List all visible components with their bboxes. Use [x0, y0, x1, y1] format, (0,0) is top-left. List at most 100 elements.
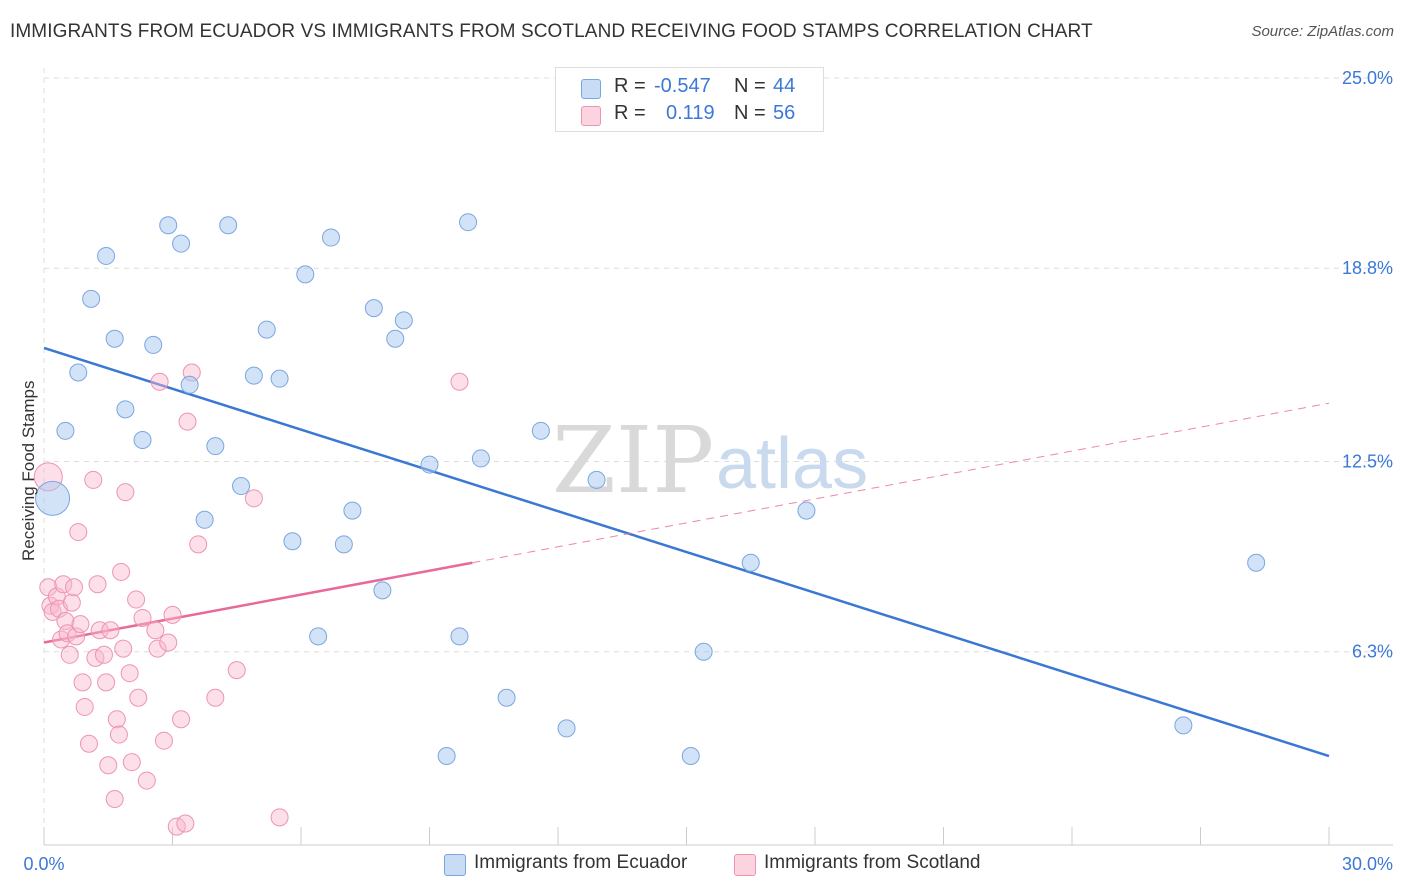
legend-r-value: -0.547	[654, 75, 711, 97]
bottom-legend-label-ecuador: Immigrants from Ecuador	[474, 852, 688, 873]
scotland-point	[90, 621, 109, 640]
legend-swatch-scotland	[581, 106, 601, 126]
ecuador-point	[394, 311, 413, 330]
bottom-legend-swatch-ecuador	[444, 854, 466, 876]
scotland-point	[71, 615, 90, 634]
scotland-point	[189, 535, 208, 554]
ecuador-point	[450, 627, 469, 646]
chart-source: Source: ZipAtlas.com	[1251, 23, 1394, 40]
trendline-scotland-dashed	[472, 402, 1330, 564]
scotland-point	[159, 633, 178, 652]
ecuador-point	[741, 553, 760, 572]
legend-r-label: R =	[614, 102, 646, 124]
scotland-point	[60, 645, 79, 664]
chart-title: IMMIGRANTS FROM ECUADOR VS IMMIGRANTS FR…	[10, 21, 1093, 42]
ecuador-point	[309, 627, 328, 646]
scotland-point	[120, 664, 139, 683]
tick-labels: 6.3% 12.5% 18.8% 25.0% 0.0% 30.0%	[23, 68, 1393, 874]
trend-lines	[43, 346, 1330, 758]
ecuador-point	[244, 366, 263, 385]
scotland-point	[75, 697, 94, 716]
scotland-point	[94, 645, 113, 664]
ecuador-point	[82, 289, 101, 308]
scotland-point	[172, 710, 191, 729]
y-axis-label: Receiving Food Stamps	[19, 380, 38, 561]
ecuador-point	[386, 329, 405, 348]
ecuador-point	[557, 719, 576, 738]
ecuador-point	[296, 265, 315, 284]
scotland-point	[129, 688, 148, 707]
watermark-atlas: atlas	[716, 424, 868, 504]
scotland-point	[270, 808, 289, 827]
ecuador-point	[206, 437, 225, 456]
scotland-point	[227, 661, 246, 680]
ecuador-point	[531, 421, 550, 440]
scotland-point	[54, 575, 73, 594]
scotland-point	[154, 731, 173, 750]
scotland-point	[116, 483, 135, 502]
scotland-point	[206, 688, 225, 707]
ecuador-point	[56, 421, 75, 440]
stats-legend: R = -0.547 N = 44 R = 0.119 N = 56	[555, 67, 824, 132]
scotland-point	[101, 621, 120, 640]
scotland-point	[97, 673, 116, 692]
scotland-point	[112, 562, 131, 581]
legend-row-scotland: R = 0.119 N = 56	[556, 100, 823, 128]
ecuador-point	[321, 228, 340, 247]
ecuador-point	[144, 335, 163, 354]
ecuador-point	[364, 299, 383, 318]
ecuador-point	[437, 747, 456, 766]
y-tick-label: 6.3%	[1352, 642, 1393, 662]
ecuador-point	[219, 216, 238, 235]
trendline-ecuador	[43, 346, 1330, 758]
scotland-point	[176, 814, 195, 833]
scotland-point	[62, 593, 81, 612]
x-tick-label: 0.0%	[23, 854, 64, 874]
ecuador-point	[172, 234, 191, 253]
ecuador-point	[694, 642, 713, 661]
bottom-legend-swatch-scotland	[734, 854, 756, 876]
trendline-scotland	[43, 561, 473, 644]
legend-r-value: 0.119	[666, 102, 715, 124]
x-tick-label: 30.0%	[1342, 854, 1393, 874]
scotland-point	[122, 753, 141, 772]
scotland-point	[64, 578, 83, 597]
scotland-point	[133, 608, 152, 627]
scotland-point	[178, 412, 197, 431]
scotland-point	[88, 575, 107, 594]
ecuador-point	[133, 431, 152, 450]
ecuador-point	[195, 510, 214, 529]
scotland-point	[109, 725, 128, 744]
ecuador-point	[343, 501, 362, 520]
ecuador-point	[1174, 716, 1193, 735]
legend-n-value: 56	[773, 102, 796, 124]
legend-r-label: R =	[614, 75, 646, 97]
y-tick-label: 18.8%	[1342, 258, 1393, 278]
ecuador-point	[232, 477, 251, 496]
ecuador-point	[420, 455, 439, 474]
ecuador-point	[471, 449, 490, 468]
ecuador-point	[797, 501, 816, 520]
ecuador-point	[69, 363, 88, 382]
scotland-point	[148, 639, 167, 658]
ecuador-point	[587, 470, 606, 489]
watermark-zip: ZIP	[552, 407, 714, 514]
scotland-point	[79, 734, 98, 753]
ecuador-point	[270, 369, 289, 388]
ecuador-point	[116, 400, 135, 419]
ecuador-point	[497, 688, 516, 707]
scotland-point	[137, 771, 156, 790]
ecuador-point	[373, 581, 392, 600]
ecuador-point	[257, 320, 276, 339]
scotland-point	[105, 789, 124, 808]
legend-n-label: N =	[734, 102, 766, 124]
scotland-point	[450, 372, 469, 391]
ecuador-point	[35, 480, 71, 516]
y-tick-label: 12.5%	[1342, 452, 1393, 472]
legend-n-value: 44	[773, 75, 796, 97]
ecuador-point	[105, 329, 124, 348]
ecuador-point	[1247, 553, 1266, 572]
ecuador-point	[334, 535, 353, 554]
watermark: ZIP atlas	[552, 407, 868, 514]
